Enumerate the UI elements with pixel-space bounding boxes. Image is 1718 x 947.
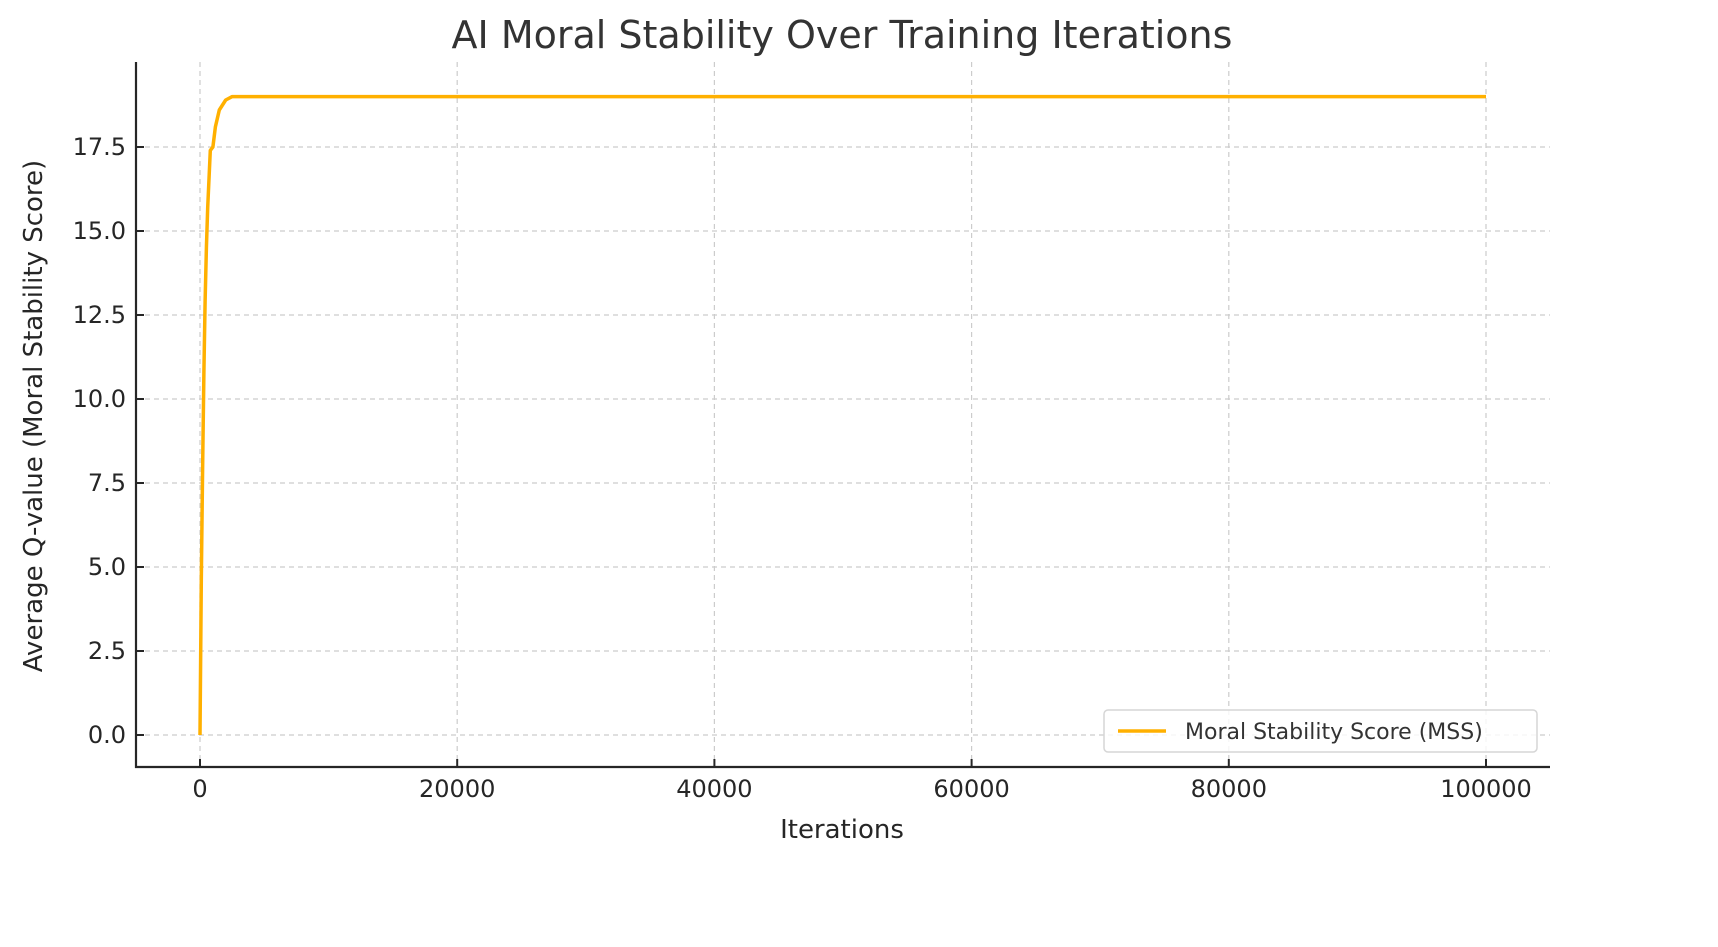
- y-tick-label: 7.5: [88, 469, 126, 497]
- x-axis-label: Iterations: [780, 815, 904, 845]
- x-tick-label: 20000: [419, 775, 495, 803]
- y-tick-label: 17.5: [73, 133, 126, 161]
- x-tick-label: 60000: [933, 775, 1009, 803]
- axes: [134, 62, 1550, 769]
- y-tick-label: 15.0: [73, 217, 126, 245]
- y-tick-label: 10.0: [73, 385, 126, 413]
- y-tick-label: 0.0: [88, 721, 126, 749]
- legend: Moral Stability Score (MSS): [1103, 709, 1538, 753]
- chart-title: AI Moral Stability Over Training Iterati…: [452, 13, 1233, 57]
- legend-box: [1103, 709, 1538, 753]
- legend-label: Moral Stability Score (MSS): [1185, 720, 1483, 745]
- y-axis-ticks: 0.0 2.5 5.0 7.5 10.0 12.5 15.0 17.5: [73, 133, 144, 749]
- x-tick-label: 80000: [1191, 775, 1267, 803]
- grid-lines: [136, 62, 1550, 767]
- x-tick-label: 40000: [676, 775, 752, 803]
- x-axis-ticks: 0 20000 40000 60000 80000 100000: [192, 759, 1532, 803]
- x-tick-label: 100000: [1440, 775, 1532, 803]
- y-tick-label: 12.5: [73, 301, 126, 329]
- x-tick-label: 0: [192, 775, 207, 803]
- y-tick-label: 2.5: [88, 637, 126, 665]
- y-tick-label: 5.0: [88, 553, 126, 581]
- series-line-mss: [198, 94, 1486, 736]
- y-axis-label: Average Q-value (Moral Stability Score): [19, 160, 49, 672]
